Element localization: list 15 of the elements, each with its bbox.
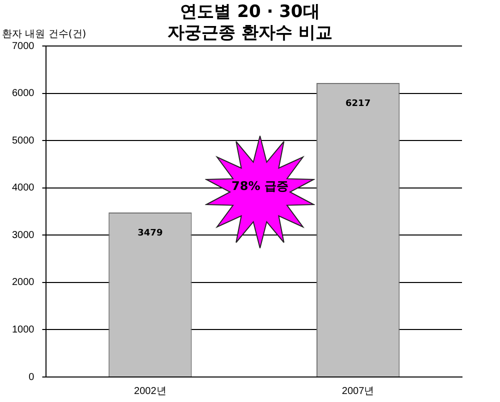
- chart-title: 연도별 20 · 30대 자궁근종 환자수 비교: [168, 2, 332, 43]
- data-label: 3479: [138, 228, 163, 238]
- y-tick-label: 7000: [12, 40, 35, 52]
- y-tick-label: 3000: [12, 230, 35, 241]
- y-tick-label: 0: [28, 372, 35, 383]
- y-tick-label: 6000: [12, 88, 35, 100]
- y-axis-title: 환자 내원 건수(건): [2, 28, 86, 41]
- data-label: 6217: [346, 98, 371, 109]
- y-tick-label: 4000: [12, 182, 35, 194]
- x-tick-label: 2007년: [342, 386, 374, 397]
- y-tick-label: 1000: [12, 324, 35, 336]
- x-tick-label: 2002년: [134, 386, 166, 397]
- y-tick-label: 5000: [12, 135, 35, 146]
- annotation: 78% 급증: [230, 178, 290, 195]
- y-tick-label: 2000: [12, 277, 35, 288]
